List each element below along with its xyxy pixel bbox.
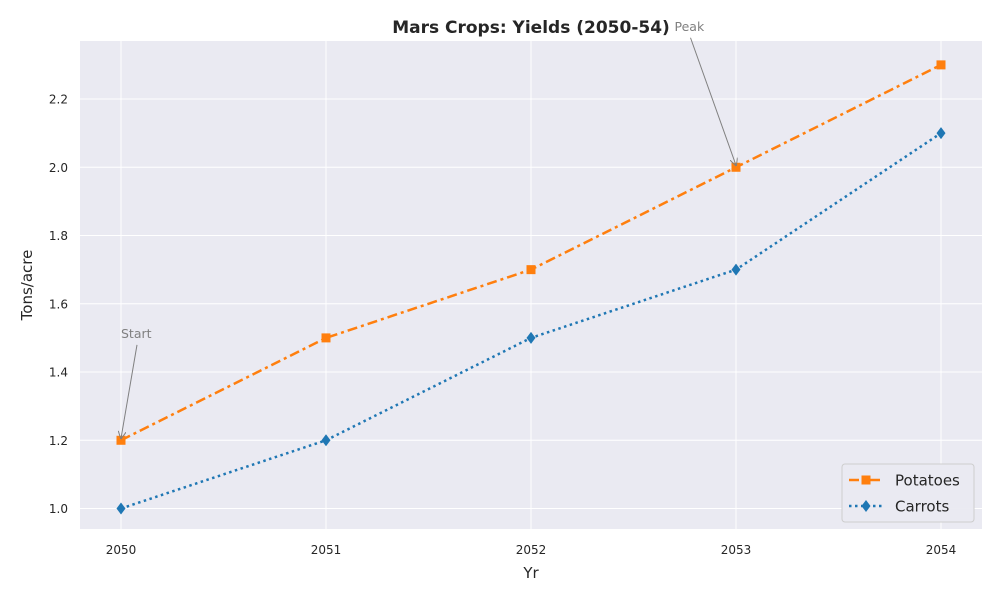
legend-item-carrots: Carrots — [849, 498, 949, 516]
y-tick-label: 2.0 — [49, 161, 68, 175]
annotation-arrow — [690, 37, 737, 166]
data-point-potatoes — [526, 265, 536, 275]
legend-box — [841, 463, 975, 523]
series-layer — [116, 60, 946, 515]
y-tick-label: 2.2 — [49, 93, 68, 107]
legend-marker-carrots — [861, 500, 871, 512]
legend: Potatoes Carrots — [841, 463, 975, 523]
y-tick-label: 1.6 — [49, 297, 68, 311]
data-point-carrots — [731, 263, 741, 276]
series-carrots — [116, 127, 946, 515]
y-gridlines — [80, 98, 982, 510]
x-tick-label: 2052 — [516, 543, 547, 557]
data-point-carrots — [321, 434, 331, 447]
legend-marker-potatoes — [861, 475, 871, 485]
series-potatoes — [116, 60, 946, 445]
annotation-peak: Peak — [675, 19, 705, 34]
x-tick-label: 2053 — [721, 543, 752, 557]
x-tick-label: 2051 — [311, 543, 342, 557]
chart-title: Mars Crops: Yields (2050-54) — [392, 18, 670, 38]
x-tick-labels: 2050 2051 2052 2053 2054 — [106, 543, 957, 557]
data-point-carrots — [526, 331, 536, 344]
annotation-arrow — [121, 344, 138, 438]
y-tick-labels: 1.0 1.2 1.4 1.6 1.8 2.0 2.2 — [49, 93, 68, 517]
y-tick-label: 1.4 — [49, 366, 68, 380]
annotation-start: Start — [121, 326, 152, 341]
data-point-carrots — [116, 502, 126, 515]
x-gridlines — [120, 41, 942, 529]
y-tick-label: 1.8 — [49, 229, 68, 243]
x-tick-label: 2054 — [926, 543, 957, 557]
legend-label-carrots: Carrots — [895, 498, 949, 516]
legend-label-potatoes: Potatoes — [895, 472, 960, 490]
data-point-potatoes — [116, 435, 126, 445]
y-tick-label: 1.2 — [49, 434, 68, 448]
annotations: Start Peak — [121, 19, 736, 439]
data-point-potatoes — [731, 162, 741, 172]
data-point-carrots — [936, 127, 946, 140]
y-tick-label: 1.0 — [49, 502, 68, 516]
data-point-potatoes — [321, 333, 331, 343]
y-axis-label: Tons/acre — [18, 250, 36, 322]
x-tick-label: 2050 — [106, 543, 137, 557]
x-axis-label: Yr — [522, 564, 539, 582]
legend-item-potatoes: Potatoes — [849, 472, 960, 490]
data-point-potatoes — [936, 60, 946, 70]
